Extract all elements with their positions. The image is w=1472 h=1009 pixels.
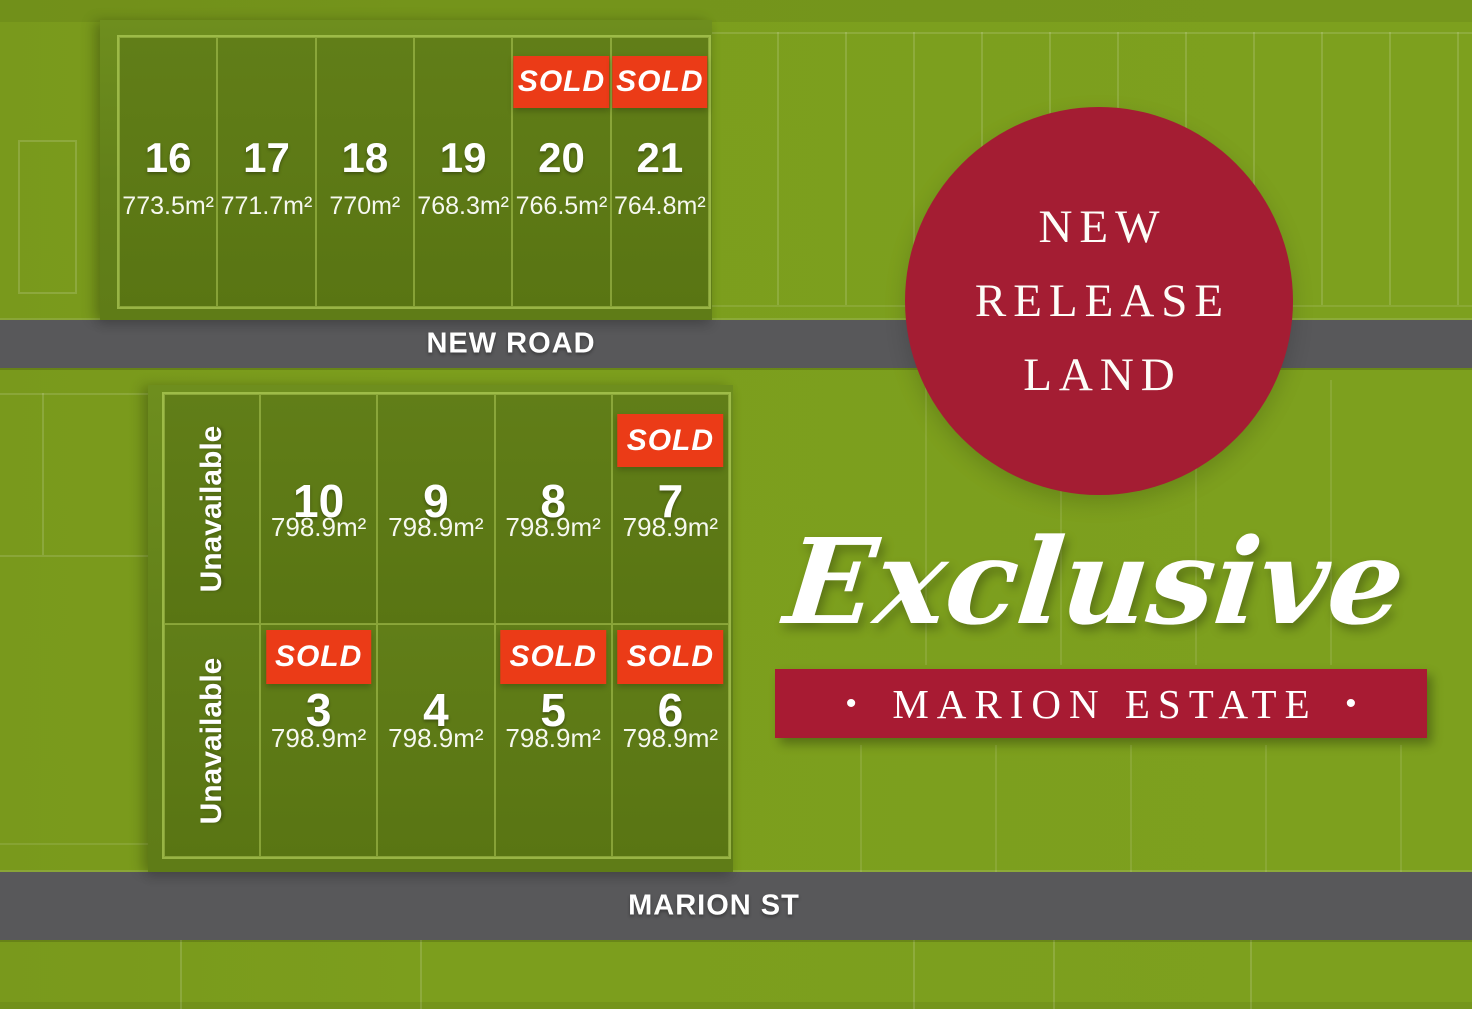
lot-area: 766.5m² [515,192,608,220]
banner-bullet-right: • [1345,686,1357,720]
lot-number: 5 [540,684,566,736]
lot-number: 9 [423,475,449,527]
lot-cell: 4 798.9m² [377,624,495,857]
lot-number: 17 [243,134,290,181]
lot-number: 3 [305,684,332,736]
new-release-line: NEW [1038,201,1167,253]
marion-estate-label: MARION ESTATE [892,680,1318,727]
lot-cell: SOLD 20 766.5m² [512,37,611,307]
lot-area: 798.9m² [388,512,484,542]
unavailable-label: Unavailable [195,425,228,593]
sold-badge: SOLD [500,630,606,684]
new-release-badge: NEW RELEASE LAND [905,107,1293,495]
lot-number: 10 [293,475,345,527]
sold-badge: SOLD [617,630,724,684]
banner-bullet-left: • [845,686,857,720]
road-new-road-label: NEW ROAD [426,327,596,360]
lot-area: 798.9m² [622,512,719,542]
lot-area: 771.7m² [220,192,313,220]
lot-area: 798.9m² [270,512,367,542]
lot-number: 8 [540,475,566,527]
lot-area: 798.9m² [622,723,719,753]
lot-number: 16 [144,134,192,181]
sold-badge: SOLD [513,56,610,108]
lot-cell: 17 771.7m² [217,37,316,307]
road-marion-st: MARION ST [0,872,1472,940]
lot-area: 770m² [329,192,401,220]
lot-cell: SOLD 3 798.9m² [260,624,378,857]
unavailable-cell: Unavailable [164,394,260,624]
lot-area: 798.9m² [505,512,601,542]
lot-number: 20 [538,134,585,181]
lot-number: 7 [657,475,684,527]
sold-badge: SOLD [617,414,724,467]
lot-cell: 10 798.9m² [260,394,378,624]
top-lot-panel: 16 773.5m² 17 771.7m² 18 770m² 19 768.3m² SOLD 20… [100,20,712,320]
sold-badge: SOLD [612,56,708,108]
lower-lot-panel: Unavailable Unavailable 10 798.9m² 9 798.9m… [148,385,733,872]
unavailable-cell: Unavailable [164,624,260,857]
lot-number: 21 [636,134,684,181]
new-release-line: RELEASE [974,275,1231,327]
lot-cell: SOLD 7 798.9m² [611,394,729,624]
new-release-line: LAND [1023,349,1182,401]
lot-cell: SOLD 6 798.9m² [611,624,729,857]
lot-cell: 16 773.5m² [119,37,218,307]
lower-lots-grid: Unavailable Unavailable 10 798.9m² 9 798.9m… [162,392,731,859]
top-lots-grid: 16 773.5m² 17 771.7m² 18 770m² 19 768.3m² SOLD 20… [117,35,711,309]
marion-estate-banner: • MARION ESTATE • [775,669,1427,738]
lot-area: 798.9m² [388,723,484,753]
lot-cell: 9 798.9m² [377,394,495,624]
lot-cell: 8 798.9m² [494,394,612,624]
lot-cell: SOLD 21 764.8m² [610,37,709,307]
lot-area: 798.9m² [270,723,367,753]
unavailable-label: Unavailable [195,657,228,824]
lot-number: 18 [341,134,389,181]
lot-cell: SOLD 5 798.9m² [494,624,612,857]
lot-number: 6 [657,684,684,736]
road-marion-st-label: MARION ST [628,889,800,922]
sold-badge: SOLD [265,630,372,684]
lot-cell: 19 768.3m² [414,37,513,307]
lot-cell: 18 770m² [315,37,414,307]
lot-number: 4 [423,684,449,736]
lot-area: 764.8m² [613,192,706,220]
exclusive-script-word: Exclusive [778,512,1412,651]
lot-area: 798.9m² [505,723,601,753]
lot-area: 768.3m² [417,192,510,220]
lot-number: 19 [439,134,487,181]
lot-area: 773.5m² [122,192,215,220]
